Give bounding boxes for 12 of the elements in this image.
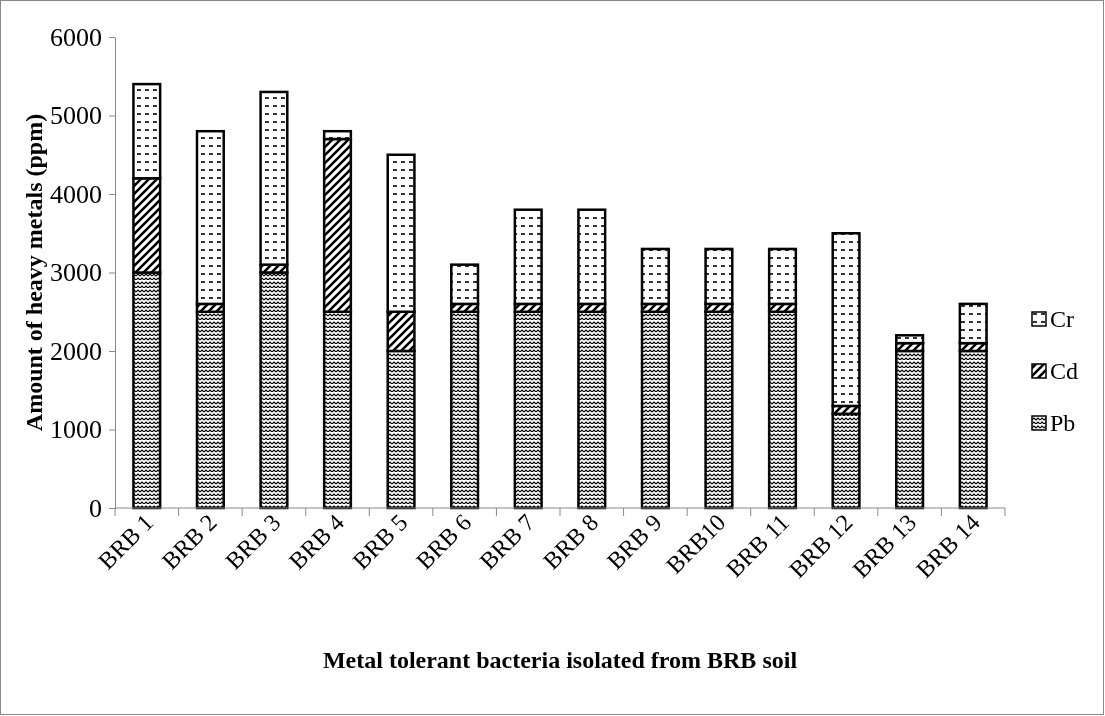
legend-label: Cr [1050, 306, 1075, 332]
x-axis-title: Metal tolerant bacteria isolated from BRB soil [322, 647, 798, 673]
y-tick-label: 4000 [50, 179, 102, 209]
legend-label: Pb [1050, 410, 1076, 436]
y-tick-label: 3000 [50, 258, 102, 288]
y-tick-label: 0 [89, 493, 102, 523]
y-tick-label: 2000 [50, 336, 102, 366]
y-tick-label: 1000 [50, 415, 102, 445]
legend-label: Cd [1050, 358, 1079, 384]
y-tick-label: 5000 [50, 101, 102, 131]
y-tick-label: 6000 [50, 22, 102, 52]
y-axis-title: Amount of heavy metals (ppm) [21, 113, 47, 432]
